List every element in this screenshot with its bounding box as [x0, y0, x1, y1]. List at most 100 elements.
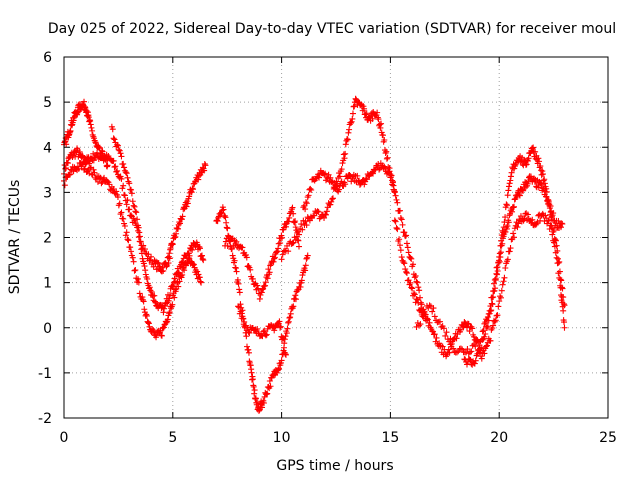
- data-point: [417, 321, 424, 328]
- data-point: [415, 299, 422, 306]
- data-point: [498, 287, 505, 294]
- y-tick-label: 0: [43, 321, 52, 337]
- data-point: [237, 308, 244, 315]
- data-point: [381, 137, 388, 144]
- data-point: [136, 290, 143, 297]
- data-point: [467, 356, 474, 363]
- data-point: [322, 170, 329, 177]
- data-point: [392, 218, 399, 225]
- data-point: [198, 252, 205, 259]
- data-point: [196, 243, 203, 250]
- data-point: [505, 187, 512, 194]
- data-point: [273, 249, 280, 256]
- data-point: [292, 292, 299, 299]
- data-point: [490, 322, 497, 329]
- data-point: [160, 267, 167, 274]
- data-point: [502, 228, 509, 235]
- data-point: [176, 220, 183, 227]
- data-point: [170, 279, 177, 286]
- data-point: [453, 335, 460, 342]
- data-point: [535, 184, 542, 191]
- data-point: [488, 300, 495, 307]
- data-point: [198, 253, 205, 260]
- data-point: [558, 277, 565, 284]
- data-point: [261, 327, 268, 334]
- data-point: [382, 150, 389, 157]
- data-point: [255, 285, 262, 292]
- data-point: [559, 285, 566, 292]
- data-point: [66, 171, 73, 178]
- data-point: [233, 238, 240, 245]
- data-point: [95, 143, 102, 150]
- data-point: [176, 270, 183, 277]
- data-point: [231, 257, 238, 264]
- data-point: [86, 170, 93, 177]
- data-point: [504, 256, 511, 263]
- data-point: [327, 174, 334, 181]
- data-point: [116, 200, 123, 207]
- data-point: [377, 124, 384, 131]
- data-point: [179, 213, 186, 220]
- data-point: [421, 308, 428, 315]
- data-point: [190, 261, 197, 268]
- data-point: [493, 270, 500, 277]
- data-point: [327, 201, 334, 208]
- data-point: [279, 251, 286, 258]
- y-tick-label: -1: [38, 366, 52, 382]
- series-satellite-track-h-afternoon-peak-5-: [278, 95, 398, 263]
- data-point: [504, 202, 511, 209]
- data-point: [292, 224, 299, 231]
- data-point: [369, 170, 376, 177]
- data-point: [256, 295, 263, 302]
- series-satellite-track-l-evening-mid-: [461, 173, 566, 368]
- data-point: [254, 399, 261, 406]
- data-point: [270, 371, 277, 378]
- data-point: [506, 248, 513, 255]
- data-point: [103, 157, 110, 164]
- data-point: [254, 282, 261, 289]
- data-point: [426, 319, 433, 326]
- data-point: [401, 229, 408, 236]
- data-point: [417, 306, 424, 313]
- data-point: [169, 241, 176, 248]
- data-point: [232, 265, 239, 272]
- data-point: [153, 258, 160, 265]
- data-point: [539, 168, 546, 175]
- data-point: [120, 215, 127, 222]
- data-point: [181, 267, 188, 274]
- data-point: [186, 252, 193, 259]
- data-point: [299, 226, 306, 233]
- data-point: [223, 224, 230, 231]
- x-tick-label: 20: [490, 430, 508, 446]
- data-point: [431, 313, 438, 320]
- data-point: [401, 260, 408, 267]
- data-point: [363, 176, 370, 183]
- data-point: [481, 350, 488, 357]
- x-tick-label: 5: [168, 430, 177, 446]
- data-point: [403, 268, 410, 275]
- data-point: [67, 171, 74, 178]
- data-point: [81, 165, 88, 172]
- data-point: [346, 126, 353, 133]
- data-point: [278, 357, 285, 364]
- data-point: [267, 383, 274, 390]
- data-point: [142, 271, 149, 278]
- data-point: [492, 285, 499, 292]
- data-point: [246, 329, 253, 336]
- data-point: [384, 154, 391, 161]
- data-point: [251, 281, 258, 288]
- data-point: [486, 310, 493, 317]
- data-point: [360, 103, 367, 110]
- data-point: [151, 329, 158, 336]
- data-point: [285, 319, 292, 326]
- data-point: [195, 271, 202, 278]
- data-point: [369, 169, 376, 176]
- data-point: [448, 340, 455, 347]
- data-point: [497, 249, 504, 256]
- data-point: [259, 286, 266, 293]
- data-point: [292, 218, 299, 225]
- data-point: [235, 303, 242, 310]
- data-point: [297, 284, 304, 291]
- data-point: [110, 135, 117, 142]
- data-point: [264, 390, 271, 397]
